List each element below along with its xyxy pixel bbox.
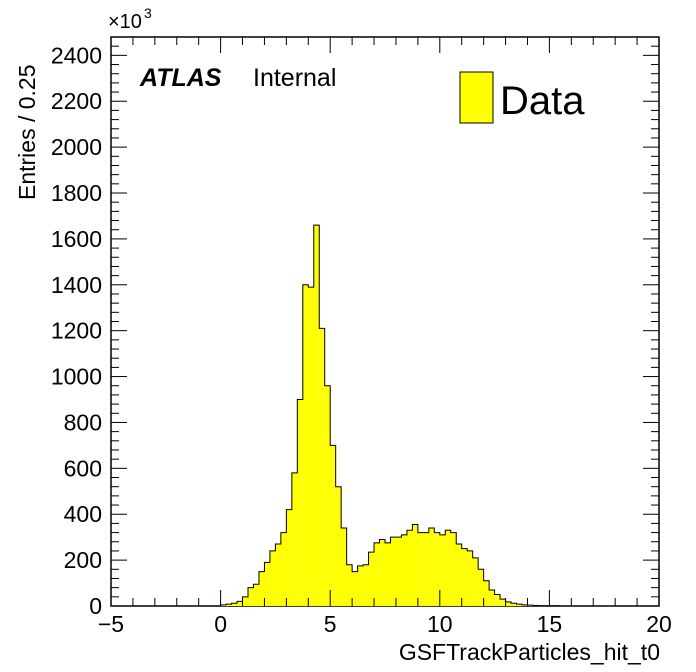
histogram-bin: [516, 604, 522, 606]
histogram-bin: [522, 604, 528, 606]
histogram-bin: [439, 534, 446, 606]
histogram-bin: [275, 544, 281, 606]
axis-ticks: [110, 36, 660, 607]
histogram-bin: [450, 532, 457, 606]
histogram-bin: [269, 550, 276, 606]
histogram-bin: [390, 537, 396, 606]
histogram-bin: [313, 225, 320, 607]
y-tick-label: 2000: [51, 134, 102, 160]
histogram-bin: [434, 532, 440, 606]
histogram-bin: [483, 580, 490, 606]
y-tick-label: 1400: [51, 272, 102, 298]
histogram-bin: [248, 587, 254, 606]
histogram-bin: [412, 524, 418, 606]
y-multiplier-label: ×10: [108, 11, 142, 33]
y-axis-title: Entries / 0.25: [14, 64, 40, 200]
x-tick-label: −5: [98, 611, 124, 637]
histogram-bin: [401, 534, 407, 606]
histogram-bin: [242, 596, 248, 606]
histogram-bin: [417, 532, 424, 606]
histogram-bin: [308, 287, 314, 606]
histogram-bin: [258, 571, 265, 606]
histogram-bin: [220, 604, 227, 606]
legend-label-data: Data: [500, 79, 585, 123]
histogram-bin: [335, 486, 342, 606]
histogram-bin: [346, 564, 353, 606]
histogram-bin: [330, 445, 336, 606]
y-tick-label: 1200: [51, 318, 102, 344]
histogram-bin: [231, 603, 238, 606]
histogram-bin: [341, 527, 347, 606]
histogram-bin: [467, 550, 473, 606]
x-tick-label: 5: [324, 611, 337, 637]
histogram-bin: [226, 604, 232, 606]
y-tick-label: 2400: [51, 42, 102, 68]
histogram-bin: [280, 532, 287, 606]
histogram-bin: [297, 399, 303, 606]
histogram-bin: [494, 594, 501, 606]
x-tick-label: 15: [537, 611, 563, 637]
atlas-label: ATLAS: [139, 64, 222, 92]
histogram-bin: [264, 562, 270, 606]
y-multiplier-exponent: 3: [144, 5, 152, 21]
x-tick-label: 0: [214, 611, 227, 637]
histogram-bin: [478, 569, 484, 606]
histogram-bin: [472, 557, 479, 606]
y-tick-label: 600: [64, 455, 102, 481]
histogram-bin: [379, 539, 385, 606]
histogram-bin: [406, 530, 413, 606]
histogram-bin: [324, 385, 331, 606]
histogram-bin: [461, 548, 468, 606]
histogram-bin: [500, 599, 506, 606]
histogram-bin: [395, 537, 402, 606]
y-tick-labels: 0 200 400 600 800 1000 1200 1400 1600 1800 2000 220…: [51, 42, 102, 619]
histogram-bin: [253, 584, 259, 606]
internal-label: Internal: [253, 64, 336, 92]
x-tick-label: 20: [646, 611, 672, 637]
histogram-bin: [357, 565, 364, 606]
histogram-bin: [505, 601, 512, 606]
y-tick-label: 1800: [51, 180, 102, 206]
y-tick-label: 1000: [51, 364, 102, 390]
histogram-bin: [237, 601, 243, 606]
y-tick-label: 1600: [51, 226, 102, 252]
histogram-bin: [302, 284, 309, 606]
y-tick-label: 0: [89, 593, 102, 619]
histogram-bars: [220, 224, 605, 607]
y-tick-label: 400: [64, 501, 102, 527]
y-tick-label: 200: [64, 547, 102, 573]
histogram-bin: [286, 509, 292, 606]
histogram-bin: [511, 603, 517, 606]
x-tick-label: 10: [427, 611, 453, 637]
histogram-outline: [220, 224, 605, 607]
x-axis-title: GSFTrackParticles_hit_t0: [399, 639, 660, 665]
histogram-bin: [428, 527, 435, 606]
histogram-bin: [374, 542, 380, 606]
x-tick-labels: −5 0 5 10 15 20: [98, 611, 672, 637]
histogram-bin: [445, 530, 451, 606]
histogram-bin: [489, 589, 495, 606]
y-tick-label: 800: [64, 409, 102, 435]
histogram-bin: [456, 544, 462, 606]
histogram-bin: [319, 328, 325, 606]
histogram-bin: [291, 472, 298, 606]
y-tick-label: 2200: [51, 88, 102, 114]
histogram-bin: [363, 564, 369, 606]
legend-swatch-data: [459, 71, 494, 124]
histogram-bin: [385, 542, 391, 606]
histogram-bin: [368, 552, 375, 606]
histogram-bin: [423, 532, 429, 606]
histogram-bin: [352, 571, 358, 606]
